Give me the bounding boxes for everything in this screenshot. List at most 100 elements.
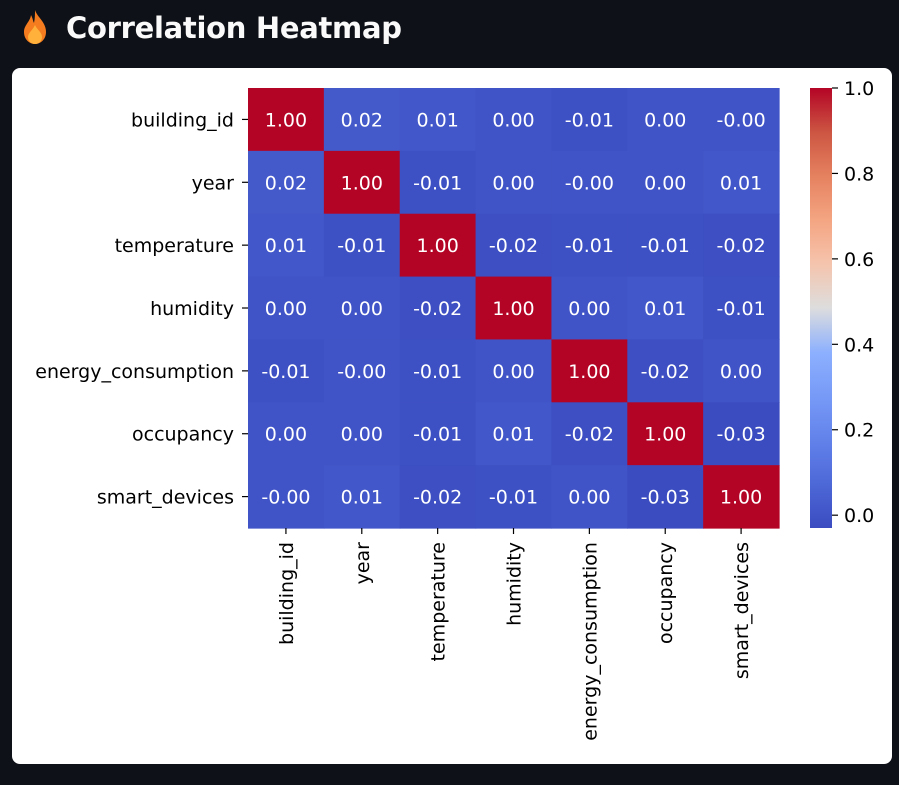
cell-value-label: 0.02 — [265, 172, 307, 194]
cell-value-label: 0.00 — [644, 172, 686, 194]
heatmap-cell — [323, 88, 401, 152]
heatmap-cell — [248, 213, 325, 278]
heatmap-cell — [551, 88, 628, 152]
cell-value-label: -0.01 — [565, 109, 614, 131]
y-tick-label: temperature — [115, 235, 234, 257]
heatmap-cell — [248, 276, 325, 341]
cell-value-label: -0.02 — [565, 424, 614, 446]
x-tick-label: smart_devices — [731, 542, 753, 679]
heatmap-cell — [703, 213, 780, 278]
cell-value-label: 0.00 — [341, 424, 383, 446]
heatmap-cell — [323, 465, 401, 529]
heatmap-cell — [399, 402, 477, 466]
cell-value-label: -0.01 — [261, 361, 310, 383]
heatmap-cell — [475, 339, 553, 403]
cell-value-label: 0.01 — [341, 487, 383, 509]
cell-value-label: -0.02 — [413, 487, 462, 509]
heatmap-chart: 1.00 0.02 0.01 0.00 -0.01 0.00 -0.00 0.02 1.00 -0… — [35, 78, 874, 741]
cell-value-label: 1.00 — [416, 235, 458, 257]
heatmap-cell — [399, 465, 477, 529]
cell-value-label: -0.03 — [717, 424, 766, 446]
y-tick-label: year — [192, 172, 235, 194]
heatmap-cell — [475, 402, 553, 466]
heatmap-cell — [475, 213, 553, 278]
cell-value-label: 0.00 — [341, 298, 383, 320]
colorbar-tick-label: 0.4 — [844, 334, 874, 356]
heatmap-cell — [248, 150, 325, 215]
heatmap-cell — [323, 276, 401, 341]
cell-value-label: -0.01 — [565, 235, 614, 257]
cell-value-label: -0.03 — [641, 487, 690, 509]
heatmap-cell — [399, 276, 477, 341]
chart-card: 1.00 0.02 0.01 0.00 -0.01 0.00 -0.00 0.02 1.00 -0… — [12, 68, 892, 764]
cell-value-label: 0.00 — [644, 109, 686, 131]
x-tick-label: energy_consumption — [579, 542, 601, 741]
flame-icon — [24, 10, 46, 44]
x-tick-label: occupancy — [655, 542, 677, 644]
heatmap-cell — [475, 465, 553, 529]
heatmap-cell — [551, 339, 628, 403]
heatmap-cell — [248, 339, 325, 403]
heatmap-cell — [627, 276, 704, 341]
y-tick-label: humidity — [150, 298, 234, 320]
cell-value-label: 0.02 — [341, 109, 383, 131]
heatmap-cell — [323, 150, 401, 215]
colorbar — [810, 88, 832, 528]
cell-value-label: 0.00 — [492, 172, 534, 194]
cell-value-label: 0.01 — [492, 424, 534, 446]
heatmap-cell — [703, 88, 780, 152]
cell-value-label: -0.02 — [489, 235, 538, 257]
cell-value-label: -0.01 — [337, 235, 386, 257]
colorbar-tick-label: 1.0 — [844, 78, 874, 100]
heatmap-cell — [399, 339, 477, 403]
heatmap-cell — [475, 150, 553, 215]
heatmap-cell — [551, 213, 628, 278]
cell-value-label: 0.00 — [492, 361, 534, 383]
colorbar-tick-label: 0.8 — [844, 163, 874, 185]
page-title: Correlation Heatmap — [66, 11, 402, 45]
heatmap-cell — [703, 339, 780, 403]
cell-value-label: 0.00 — [265, 298, 307, 320]
cell-value-label: -0.01 — [489, 487, 538, 509]
cell-value-label: 0.00 — [720, 361, 762, 383]
cell-value-label: -0.01 — [641, 235, 690, 257]
cell-value-label: -0.00 — [337, 361, 386, 383]
heatmap-cell — [627, 339, 704, 403]
cell-value-label: 1.00 — [568, 361, 610, 383]
cell-value-label: 1.00 — [341, 172, 383, 194]
cell-value-label: -0.02 — [413, 298, 462, 320]
cell-value-label: -0.00 — [565, 172, 614, 194]
cell-value-label: 1.00 — [265, 109, 307, 131]
heatmap-cell — [323, 402, 401, 466]
heatmap-cell — [399, 150, 477, 215]
cell-value-label: 0.01 — [265, 235, 307, 257]
heatmap-cell — [703, 465, 780, 529]
cell-value-label: 0.01 — [644, 298, 686, 320]
colorbar-tick-label: 0.0 — [844, 505, 874, 527]
cell-value-label: -0.01 — [413, 424, 462, 446]
heatmap-cell — [323, 213, 401, 278]
heatmap-cell — [551, 402, 628, 466]
heatmap-cell — [627, 402, 704, 466]
x-tick-label: temperature — [428, 542, 450, 661]
cell-value-label: -0.01 — [413, 361, 462, 383]
cell-value-label: -0.00 — [261, 487, 310, 509]
cell-value-label: -0.02 — [717, 235, 766, 257]
x-tick-label: humidity — [504, 542, 526, 626]
cell-value-label: -0.01 — [413, 172, 462, 194]
cell-value-label: -0.02 — [641, 361, 690, 383]
heatmap-cell — [703, 402, 780, 466]
y-tick-label: occupancy — [132, 424, 234, 446]
heatmap-cell — [703, 276, 780, 341]
heatmap-cell — [627, 213, 704, 278]
heatmap-cell — [627, 150, 704, 215]
cell-value-label: 0.00 — [568, 487, 610, 509]
heatmap-cell — [475, 276, 553, 341]
heatmap-cell — [551, 150, 628, 215]
cell-value-label: -0.01 — [717, 298, 766, 320]
heatmap-cell — [627, 88, 704, 152]
heatmap-cell — [323, 339, 401, 403]
heatmap-cell — [399, 88, 477, 152]
cell-value-label: 0.00 — [492, 109, 534, 131]
y-tick-label: smart_devices — [97, 487, 234, 509]
